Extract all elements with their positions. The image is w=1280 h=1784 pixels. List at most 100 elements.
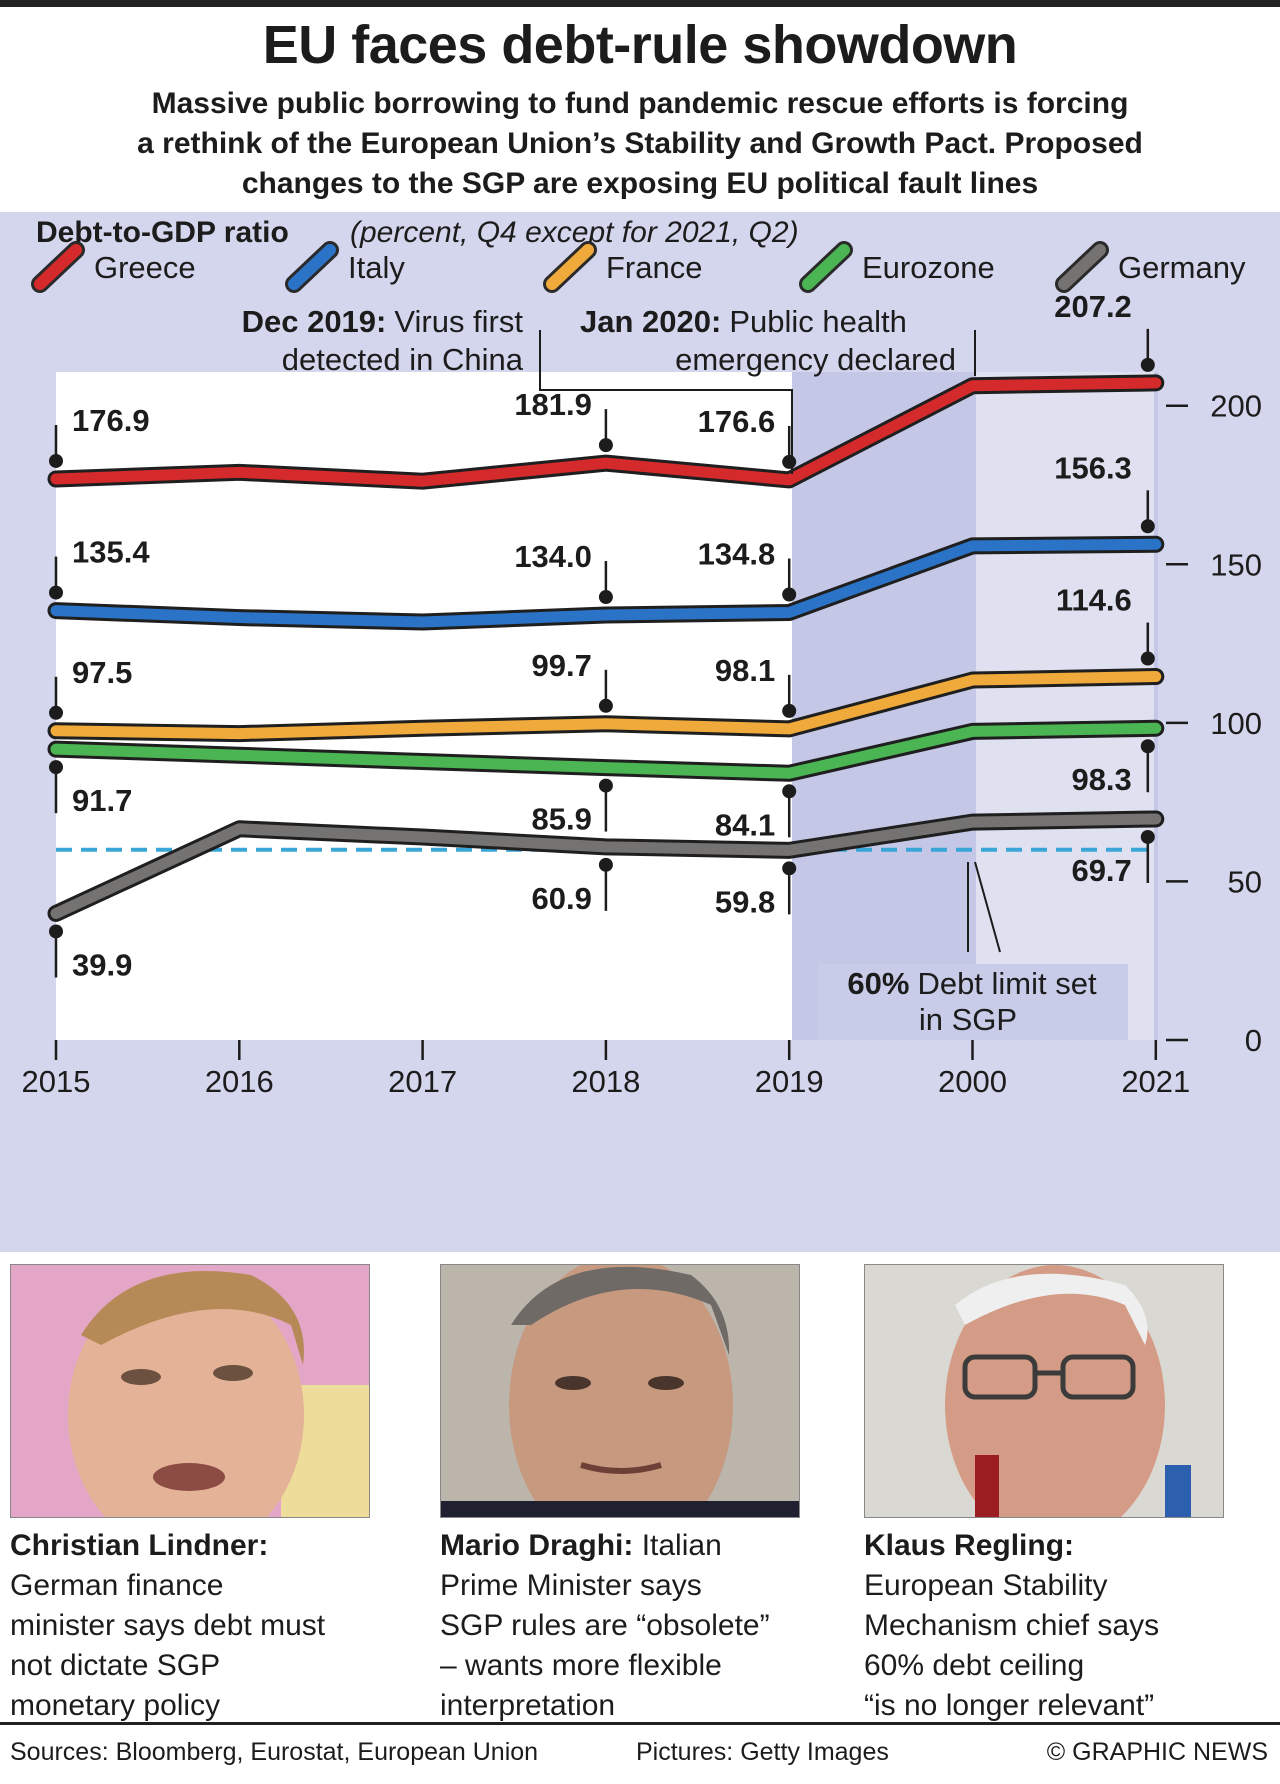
annotation-dec-2019: Dec 2019: Virus first detected in China <box>242 304 793 474</box>
label-pin <box>1140 357 1155 372</box>
label-pin <box>1140 651 1155 666</box>
footer-sources: Sources: Bloomberg, Eurostat, European U… <box>10 1738 539 1766</box>
data-label: 176.9 <box>72 403 150 438</box>
legend-label: France <box>606 250 702 285</box>
annotation-jan-2020-line1: Jan 2020: Public health <box>580 304 907 339</box>
x-tick-label: 2017 <box>388 1064 457 1099</box>
x-tick-label: 2018 <box>571 1064 640 1099</box>
reference-label-line1: 60% Debt limit set <box>847 966 1097 1001</box>
annotation-jan-2020-bold: Jan 2020: <box>580 304 721 339</box>
legend-label: Greece <box>94 250 196 285</box>
portrait-illustration <box>11 1265 369 1517</box>
label-pin <box>598 698 613 713</box>
person-name: Christian Lindner: <box>10 1529 269 1562</box>
label-pin <box>782 587 797 602</box>
label-pin <box>598 857 613 872</box>
legend-label: Eurozone <box>862 250 995 285</box>
series-group <box>47 374 1165 922</box>
top-rule <box>0 0 1280 7</box>
person-name-line: Mario Draghi: Italian <box>440 1526 820 1566</box>
portrait-illustration <box>441 1265 799 1517</box>
annotation-dec-2019-bold: Dec 2019: <box>242 304 387 339</box>
annotation-dec-2019-line1: Dec 2019: Virus first <box>242 304 524 339</box>
x-tick-label: 2019 <box>755 1064 824 1099</box>
legend: Greece Italy France Eurozone Germany <box>31 241 1246 293</box>
data-label: 97.5 <box>72 655 132 690</box>
data-label: 134.0 <box>514 539 592 574</box>
label-pin <box>1140 519 1155 534</box>
person-name: Mario Draghi: <box>440 1529 634 1562</box>
footer-credit: © GRAPHIC NEWS <box>1046 1738 1268 1766</box>
series-line <box>50 538 1162 628</box>
label-pin <box>1140 829 1155 844</box>
label-pin <box>49 705 63 720</box>
caption-line: SGP rules are “obsolete” <box>440 1609 770 1642</box>
label-pin <box>782 703 797 718</box>
reference-label-bg <box>818 964 1128 1040</box>
series-line <box>50 813 1162 919</box>
data-label: 99.7 <box>532 648 592 683</box>
data-label: 135.4 <box>72 535 150 570</box>
caption-line: – wants more flexible <box>440 1649 722 1682</box>
people-section: Christian Lindner: German finance minist… <box>0 1252 1280 1782</box>
legend-swatch <box>1058 244 1106 290</box>
caption-line: monetary policy <box>10 1689 221 1722</box>
y-tick-label: 50 <box>1228 864 1262 899</box>
x-tick-label: 2000 <box>938 1064 1007 1099</box>
data-label: 98.3 <box>1071 762 1131 797</box>
subtitle-line: changes to the SGP are exposing EU polit… <box>241 167 1039 200</box>
label-pin <box>782 784 797 799</box>
data-label: 98.1 <box>715 653 775 688</box>
y-tick-label: 100 <box>1210 706 1262 741</box>
annotation-dec-2019-leader <box>539 330 793 474</box>
footer: Sources: Bloomberg, Eurostat, European U… <box>0 1722 1280 1784</box>
caption-draghi: Mario Draghi: Italian Prime Minister say… <box>440 1526 820 1726</box>
debt-chart: Debt-to-GDP ratio (percent, Q4 except fo… <box>22 216 1262 1099</box>
photo-lindner <box>10 1264 370 1518</box>
annotation-jan-2020-line2: emergency declared <box>675 342 956 377</box>
reference-label-rest: Debt limit set <box>917 966 1097 1001</box>
pandemic-shade-light <box>976 372 1154 1040</box>
data-label: 85.9 <box>532 802 592 837</box>
footer-rule <box>0 1722 1280 1725</box>
x-tick-label: 2021 <box>1121 1064 1190 1099</box>
caption-line: Italian <box>641 1529 722 1562</box>
data-label: 60.9 <box>532 881 592 916</box>
legend-label: Germany <box>1118 250 1246 285</box>
label-pin <box>49 760 63 775</box>
legend-swatch <box>802 244 850 290</box>
data-label: 181.9 <box>514 387 592 422</box>
annotation-dec-2019-text: Virus first <box>394 304 523 339</box>
series-line <box>50 377 1162 487</box>
legend-label: Italy <box>348 250 405 285</box>
label-pin <box>782 861 797 876</box>
data-label: 69.7 <box>1071 853 1131 888</box>
label-pin <box>782 454 797 469</box>
photo-draghi <box>440 1264 800 1518</box>
legend-swatch <box>34 244 82 290</box>
caption-regling: Klaus Regling: European Stability Mechan… <box>864 1526 1244 1726</box>
caption-line: interpretation <box>440 1689 616 1722</box>
label-pin <box>49 585 63 600</box>
x-tick-label: 2015 <box>22 1064 91 1099</box>
caption-line: European Stability <box>864 1569 1108 1602</box>
subtitle-line: a rethink of the European Union’s Stabil… <box>137 127 1143 160</box>
y-tick-label: 150 <box>1210 547 1262 582</box>
data-label: 207.2 <box>1054 289 1132 324</box>
y-tick-label: 0 <box>1245 1023 1262 1058</box>
caption-line: 60% debt ceiling <box>864 1649 1085 1682</box>
axes-group: 2015 2016 2017 2018 2019 2000 2021 0 50 100 150 200 <box>22 389 1262 1099</box>
y-tick-label: 200 <box>1210 389 1262 424</box>
data-label: 134.8 <box>698 536 776 571</box>
reference-label-line2: in SGP <box>919 1002 1017 1037</box>
caption-line: Prime Minister says <box>440 1569 702 1602</box>
reference-label: 60% Debt limit set in SGP <box>818 861 1128 1040</box>
caption-line: minister says debt must <box>10 1609 326 1642</box>
chart-panel: Debt-to-GDP ratio (percent, Q4 except fo… <box>0 212 1280 1252</box>
legend-swatch <box>288 244 336 290</box>
data-label: 91.7 <box>72 783 132 818</box>
label-pin <box>49 924 63 939</box>
label-pin <box>598 778 613 793</box>
label-pin <box>598 590 613 605</box>
caption-line: German finance <box>10 1569 224 1602</box>
